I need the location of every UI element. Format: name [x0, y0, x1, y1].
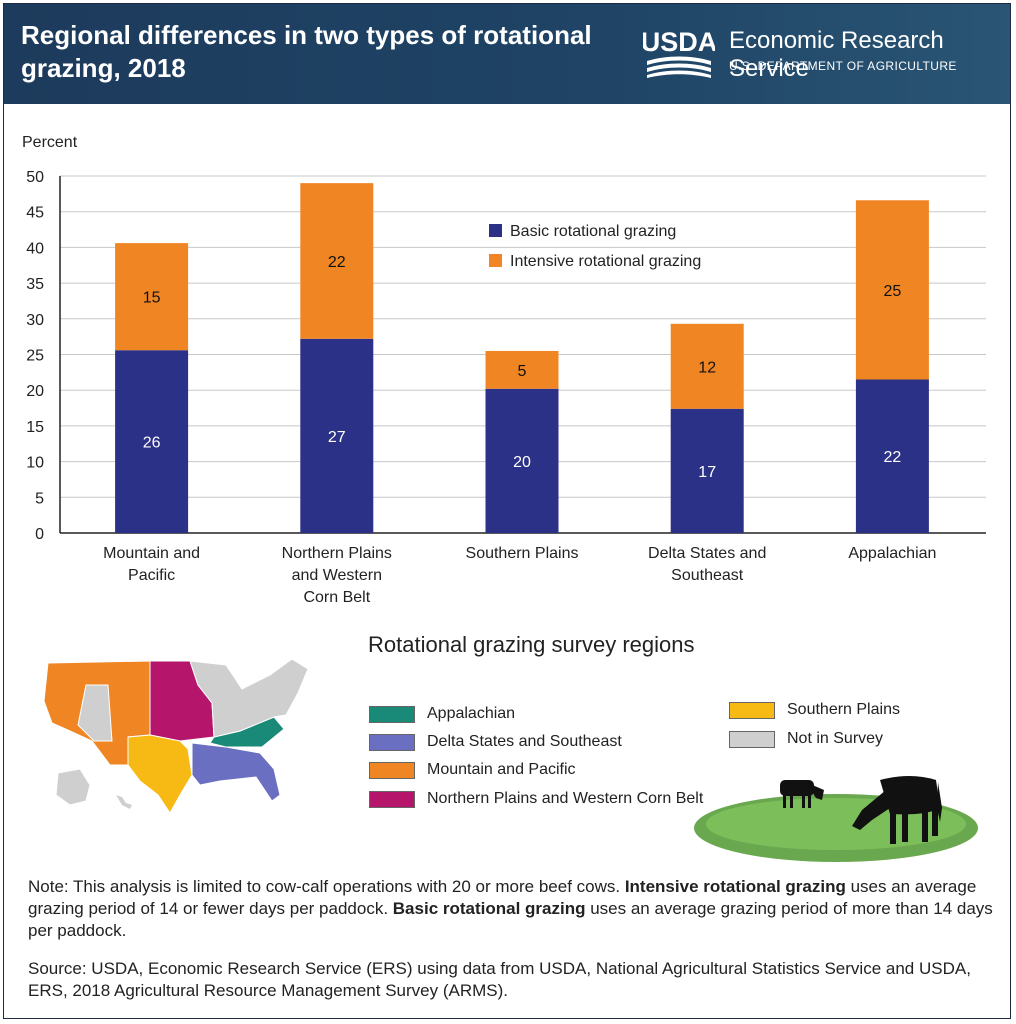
footnote: Note: This analysis is limited to cow-ca…: [28, 876, 993, 942]
x-tick-label: Northern Plains and Western Corn Belt: [282, 545, 392, 606]
y-tick-label: 20: [26, 383, 44, 400]
y-axis-label: Percent: [22, 134, 78, 151]
data-label: 15: [143, 290, 161, 307]
legend-label: Appalachian: [427, 705, 516, 722]
x-tick-label: Mountain and Pacific: [103, 545, 200, 584]
map-legend-not-in-survey: Not in Survey: [729, 730, 883, 748]
source-text: Source: USDA, Economic Research Service …: [28, 959, 971, 1000]
y-tick-label: 35: [26, 276, 44, 293]
map-legend-appalachian: Appalachian: [369, 705, 515, 723]
bar-basic: [115, 350, 189, 533]
y-tick-label: 15: [26, 419, 44, 436]
map-region-not-in-survey-west: [77, 684, 113, 742]
page-title: Regional differences in two types of rot…: [21, 20, 592, 83]
legend-label: Basic rotational grazing: [510, 223, 676, 240]
map-region-delta-southeast: [191, 742, 281, 802]
note-bold-intensive: Intensive rotational grazing: [624, 877, 846, 896]
legend-swatch: [489, 224, 502, 237]
y-tick-label: 30: [26, 312, 44, 329]
bar-intensive: [485, 350, 559, 389]
map-legend-mountain-pacific: Mountain and Pacific: [369, 761, 576, 779]
data-label: 12: [698, 359, 716, 376]
data-label: 27: [328, 429, 346, 446]
bar-intensive: [300, 183, 374, 339]
data-label: 20: [513, 454, 531, 471]
y-tick-labels: 0 5 10 15 20 25 30 35 40 45 50: [26, 169, 44, 543]
legend-swatch: [369, 705, 415, 723]
map-legend-northern-plains: Northern Plains and Western Corn Belt: [369, 790, 703, 808]
bars: 26 15 27 22 20 5 17 12 22 25: [115, 183, 929, 533]
legend-swatch: [729, 701, 775, 719]
bar-basic: [855, 379, 929, 533]
y-tick-label: 10: [26, 455, 44, 472]
y-tick-label: 45: [26, 205, 44, 222]
us-region-map: [43, 658, 309, 814]
legend-swatch: [369, 733, 415, 751]
large-cow-icon: [852, 776, 942, 844]
chart-legend: Basic rotational grazing Intensive rotati…: [489, 223, 701, 270]
data-label: 17: [698, 464, 716, 481]
map-region-not-in-survey-east: [189, 658, 309, 738]
legend-swatch: [489, 254, 502, 267]
usda-logo-icon: USDA: [643, 27, 715, 78]
y-tick-label: 40: [26, 240, 44, 257]
bar-basic: [300, 338, 374, 533]
legend-label: Not in Survey: [787, 730, 884, 747]
bar-basic: [670, 408, 744, 533]
legend-label: Southern Plains: [787, 701, 900, 718]
bar-intensive: [670, 323, 744, 409]
grazing-cattle-illustration: [694, 776, 978, 862]
x-tick-label: Delta States and Southeast: [648, 545, 766, 584]
map-hawaii: [116, 795, 132, 809]
map-region-southern-plains: [127, 734, 193, 814]
y-tick-label: 0: [35, 526, 44, 543]
legend-swatch: [369, 790, 415, 808]
stacked-bar-chart: Percent 0 5 10 15 20 25 30 35 40 45 50 26 15 27 22 20 5…: [22, 134, 986, 606]
note-text-2: uses an average grazing period of 14 or …: [28, 877, 977, 918]
legend-swatch: [729, 730, 775, 748]
map-legend-southern-plains: Southern Plains: [729, 701, 900, 719]
legend-swatch: [369, 761, 415, 779]
x-tick-label: Appalachian: [848, 545, 936, 562]
y-tick-label: 5: [35, 490, 44, 507]
x-tick-label: Southern Plains: [466, 545, 579, 562]
small-cow-icon: [780, 780, 824, 808]
department-name: U.S. DEPARTMENT OF AGRICULTURE: [729, 59, 957, 73]
y-tick-label: 50: [26, 169, 44, 186]
data-label: 22: [328, 254, 346, 271]
note-text-3: uses an average grazing period of more t…: [28, 899, 993, 940]
map-legend-delta-southeast: Delta States and Southeast: [369, 733, 622, 751]
legend-label: Intensive rotational grazing: [510, 253, 701, 270]
page-frame: [3, 3, 1011, 1019]
header-banner: Regional differences in two types of rot…: [3, 3, 1011, 104]
usda-logo-text: USDA: [643, 27, 715, 57]
y-tick-label: 25: [26, 348, 44, 365]
note-text-1: Note: This analysis is limited to cow-ca…: [28, 877, 625, 896]
note-bold-basic: Basic rotational grazing: [392, 899, 586, 918]
data-label: 25: [884, 283, 902, 300]
data-label: 22: [884, 449, 902, 466]
data-label: 5: [518, 363, 527, 380]
agency-name: Economic Research Service: [729, 27, 944, 82]
data-label: 26: [143, 435, 161, 452]
legend-label: Delta States and Southeast: [427, 733, 622, 750]
legend-label: Northern Plains and Western Corn Belt: [427, 790, 704, 807]
map-title: Rotational grazing survey regions: [368, 632, 695, 657]
bar-intensive: [855, 200, 929, 380]
x-tick-labels: Mountain and Pacific Northern Plains and We…: [103, 545, 936, 606]
bar-intensive: [115, 243, 189, 351]
bar-basic: [485, 388, 559, 533]
legend-label: Mountain and Pacific: [427, 761, 576, 778]
map-alaska: [55, 768, 91, 806]
